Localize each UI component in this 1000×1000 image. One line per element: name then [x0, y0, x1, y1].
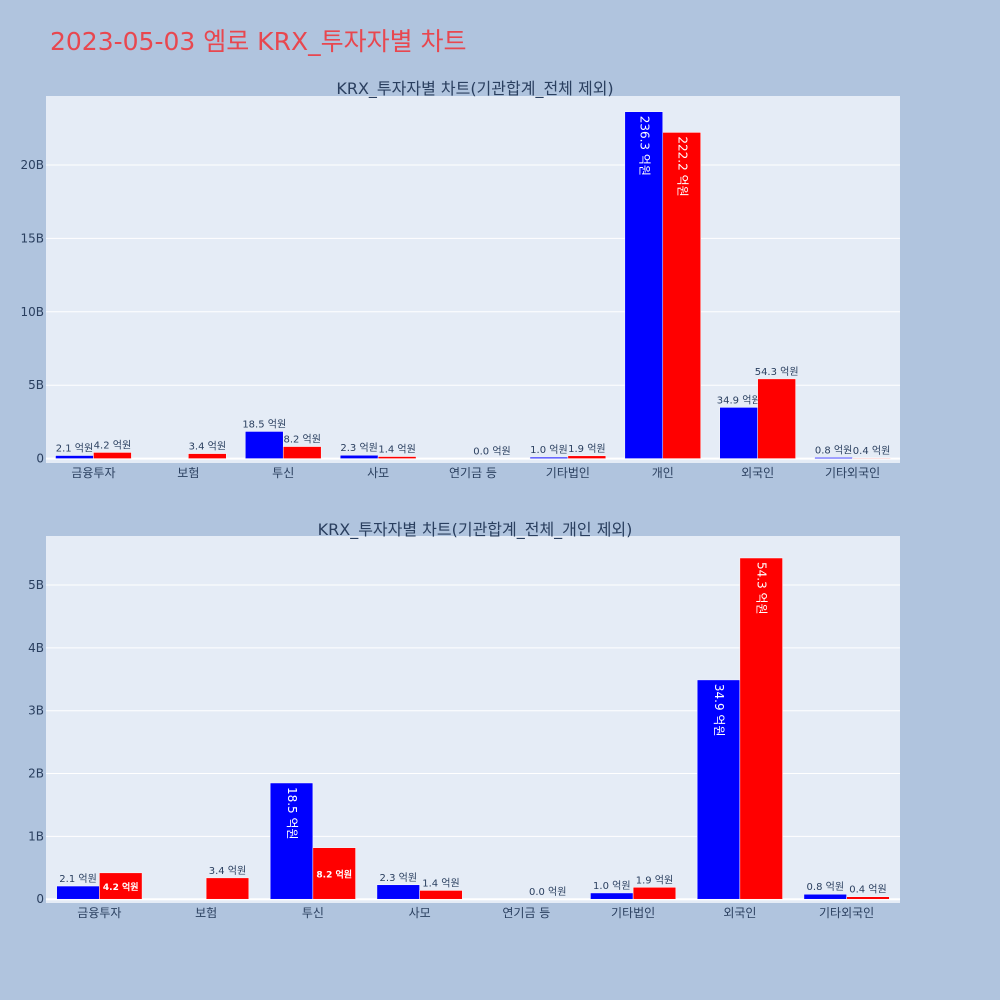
x-tick-label: 기타법인 [611, 906, 655, 920]
data-label: 0.4 억원 [849, 884, 886, 896]
bar [590, 892, 634, 900]
bar [205, 877, 250, 900]
x-tick-label: 개인 [652, 466, 674, 480]
bar [739, 557, 783, 900]
bar [282, 446, 322, 459]
y-tick-label: 5B [28, 578, 44, 592]
x-tick-label: 투신 [302, 906, 324, 920]
y-tick-label: 15B [20, 231, 44, 245]
bar [632, 887, 677, 900]
data-label: 18.5 억원 [242, 418, 286, 430]
data-label: 2.1 억원 [56, 443, 93, 455]
x-tick-label: 투신 [272, 466, 294, 480]
bar [339, 454, 379, 459]
x-tick-label: 사모 [409, 906, 431, 920]
data-label: 8.2 억원 [316, 868, 352, 880]
x-tick-label: 연기금 등 [449, 466, 497, 480]
data-label: 2.3 억원 [340, 442, 377, 454]
x-tick-label: 외국인 [741, 466, 774, 480]
data-label: 4.2 억원 [94, 439, 131, 451]
bar [188, 453, 227, 459]
x-tick-label: 보험 [195, 906, 217, 920]
data-label: 34.9 억원 [717, 394, 761, 406]
x-tick-label: 기타외국인 [819, 906, 874, 920]
bar [99, 872, 143, 900]
x-tick-label: 기타법인 [546, 466, 590, 480]
bar [376, 884, 420, 900]
data-label: 54.3 억원 [755, 562, 769, 615]
data-label: 1.0 억원 [530, 444, 567, 456]
y-tick-label: 5B [28, 378, 44, 392]
bar [55, 455, 94, 459]
x-tick-label: 금융투자 [77, 906, 121, 920]
data-label: 18.5 억원 [285, 787, 299, 840]
data-label: 236.3 억원 [637, 116, 651, 176]
data-label: 4.2 억원 [103, 881, 139, 893]
data-label: 54.3 억원 [755, 366, 799, 378]
chart-excluding-individuals: 0 1B 2B 3B 4B 5B KRX_투자자별 차트(기관합계_전체_개인 제외) 금융투… [28, 520, 900, 920]
bar [377, 456, 417, 459]
data-label: 1.9 억원 [568, 443, 605, 455]
bar [245, 431, 284, 459]
bar [56, 885, 100, 900]
bar [269, 782, 314, 900]
bar [814, 457, 853, 459]
bar [719, 407, 758, 459]
bar [757, 378, 796, 459]
data-label: 1.0 억원 [593, 880, 630, 892]
data-label: 8.2 억원 [283, 434, 320, 446]
y-tick-label: 20B [20, 158, 44, 172]
data-label: 2.3 억원 [380, 872, 417, 884]
data-label: 1.9 억원 [636, 874, 673, 886]
bar [529, 456, 569, 459]
bar [846, 896, 890, 900]
y-tick-label: 1B [28, 829, 44, 843]
data-label: 3.4 억원 [189, 441, 226, 453]
bar [624, 111, 664, 459]
chart-all-investors: 0 5B 10B 15B 20B KRX_투자자별 차트(기관합계_전체 제외) 금융투자 보… [20, 79, 900, 480]
y-tick-label: 10B [20, 305, 44, 319]
data-label: 1.4 억원 [378, 444, 415, 456]
y-tick-label: 3B [28, 704, 44, 718]
bar [93, 452, 132, 459]
x-tick-label: 기타외국인 [825, 466, 880, 480]
data-label: 2.1 억원 [59, 873, 96, 885]
data-label: 1.4 억원 [422, 877, 459, 889]
y-tick-label: 0 [36, 892, 44, 906]
chart-title: KRX_투자자별 차트(기관합계_전체_개인 제외) [318, 520, 633, 540]
y-tick-label: 2B [28, 767, 44, 781]
x-tick-label: 외국인 [723, 906, 756, 920]
data-label: 0.4 억원 [853, 445, 890, 457]
data-label: 0.0 억원 [473, 446, 510, 458]
x-tick-label: 사모 [367, 466, 389, 480]
data-label: 0.8 억원 [815, 444, 852, 456]
x-tick-label: 연기금 등 [502, 906, 550, 920]
x-tick-label: 보험 [177, 466, 199, 480]
bar [803, 893, 847, 900]
bar [696, 679, 741, 900]
bar [312, 847, 356, 900]
data-label: 222.2 억원 [675, 136, 689, 196]
bar [419, 890, 463, 900]
x-tick-label: 금융투자 [71, 466, 115, 480]
data-label: 3.4 억원 [209, 865, 246, 877]
page-title: 2023-05-03 엠로 KRX_투자자별 차트 [50, 27, 467, 56]
bar [567, 455, 607, 459]
chart-title: KRX_투자자별 차트(기관합계_전체 제외) [336, 79, 613, 99]
y-tick-label: 0 [36, 452, 44, 466]
bar [662, 132, 701, 459]
data-label: 0.0 억원 [529, 886, 566, 898]
data-label: 0.8 억원 [807, 881, 844, 893]
data-label: 34.9 억원 [712, 684, 726, 737]
bar [852, 457, 891, 459]
y-tick-label: 4B [28, 641, 44, 655]
